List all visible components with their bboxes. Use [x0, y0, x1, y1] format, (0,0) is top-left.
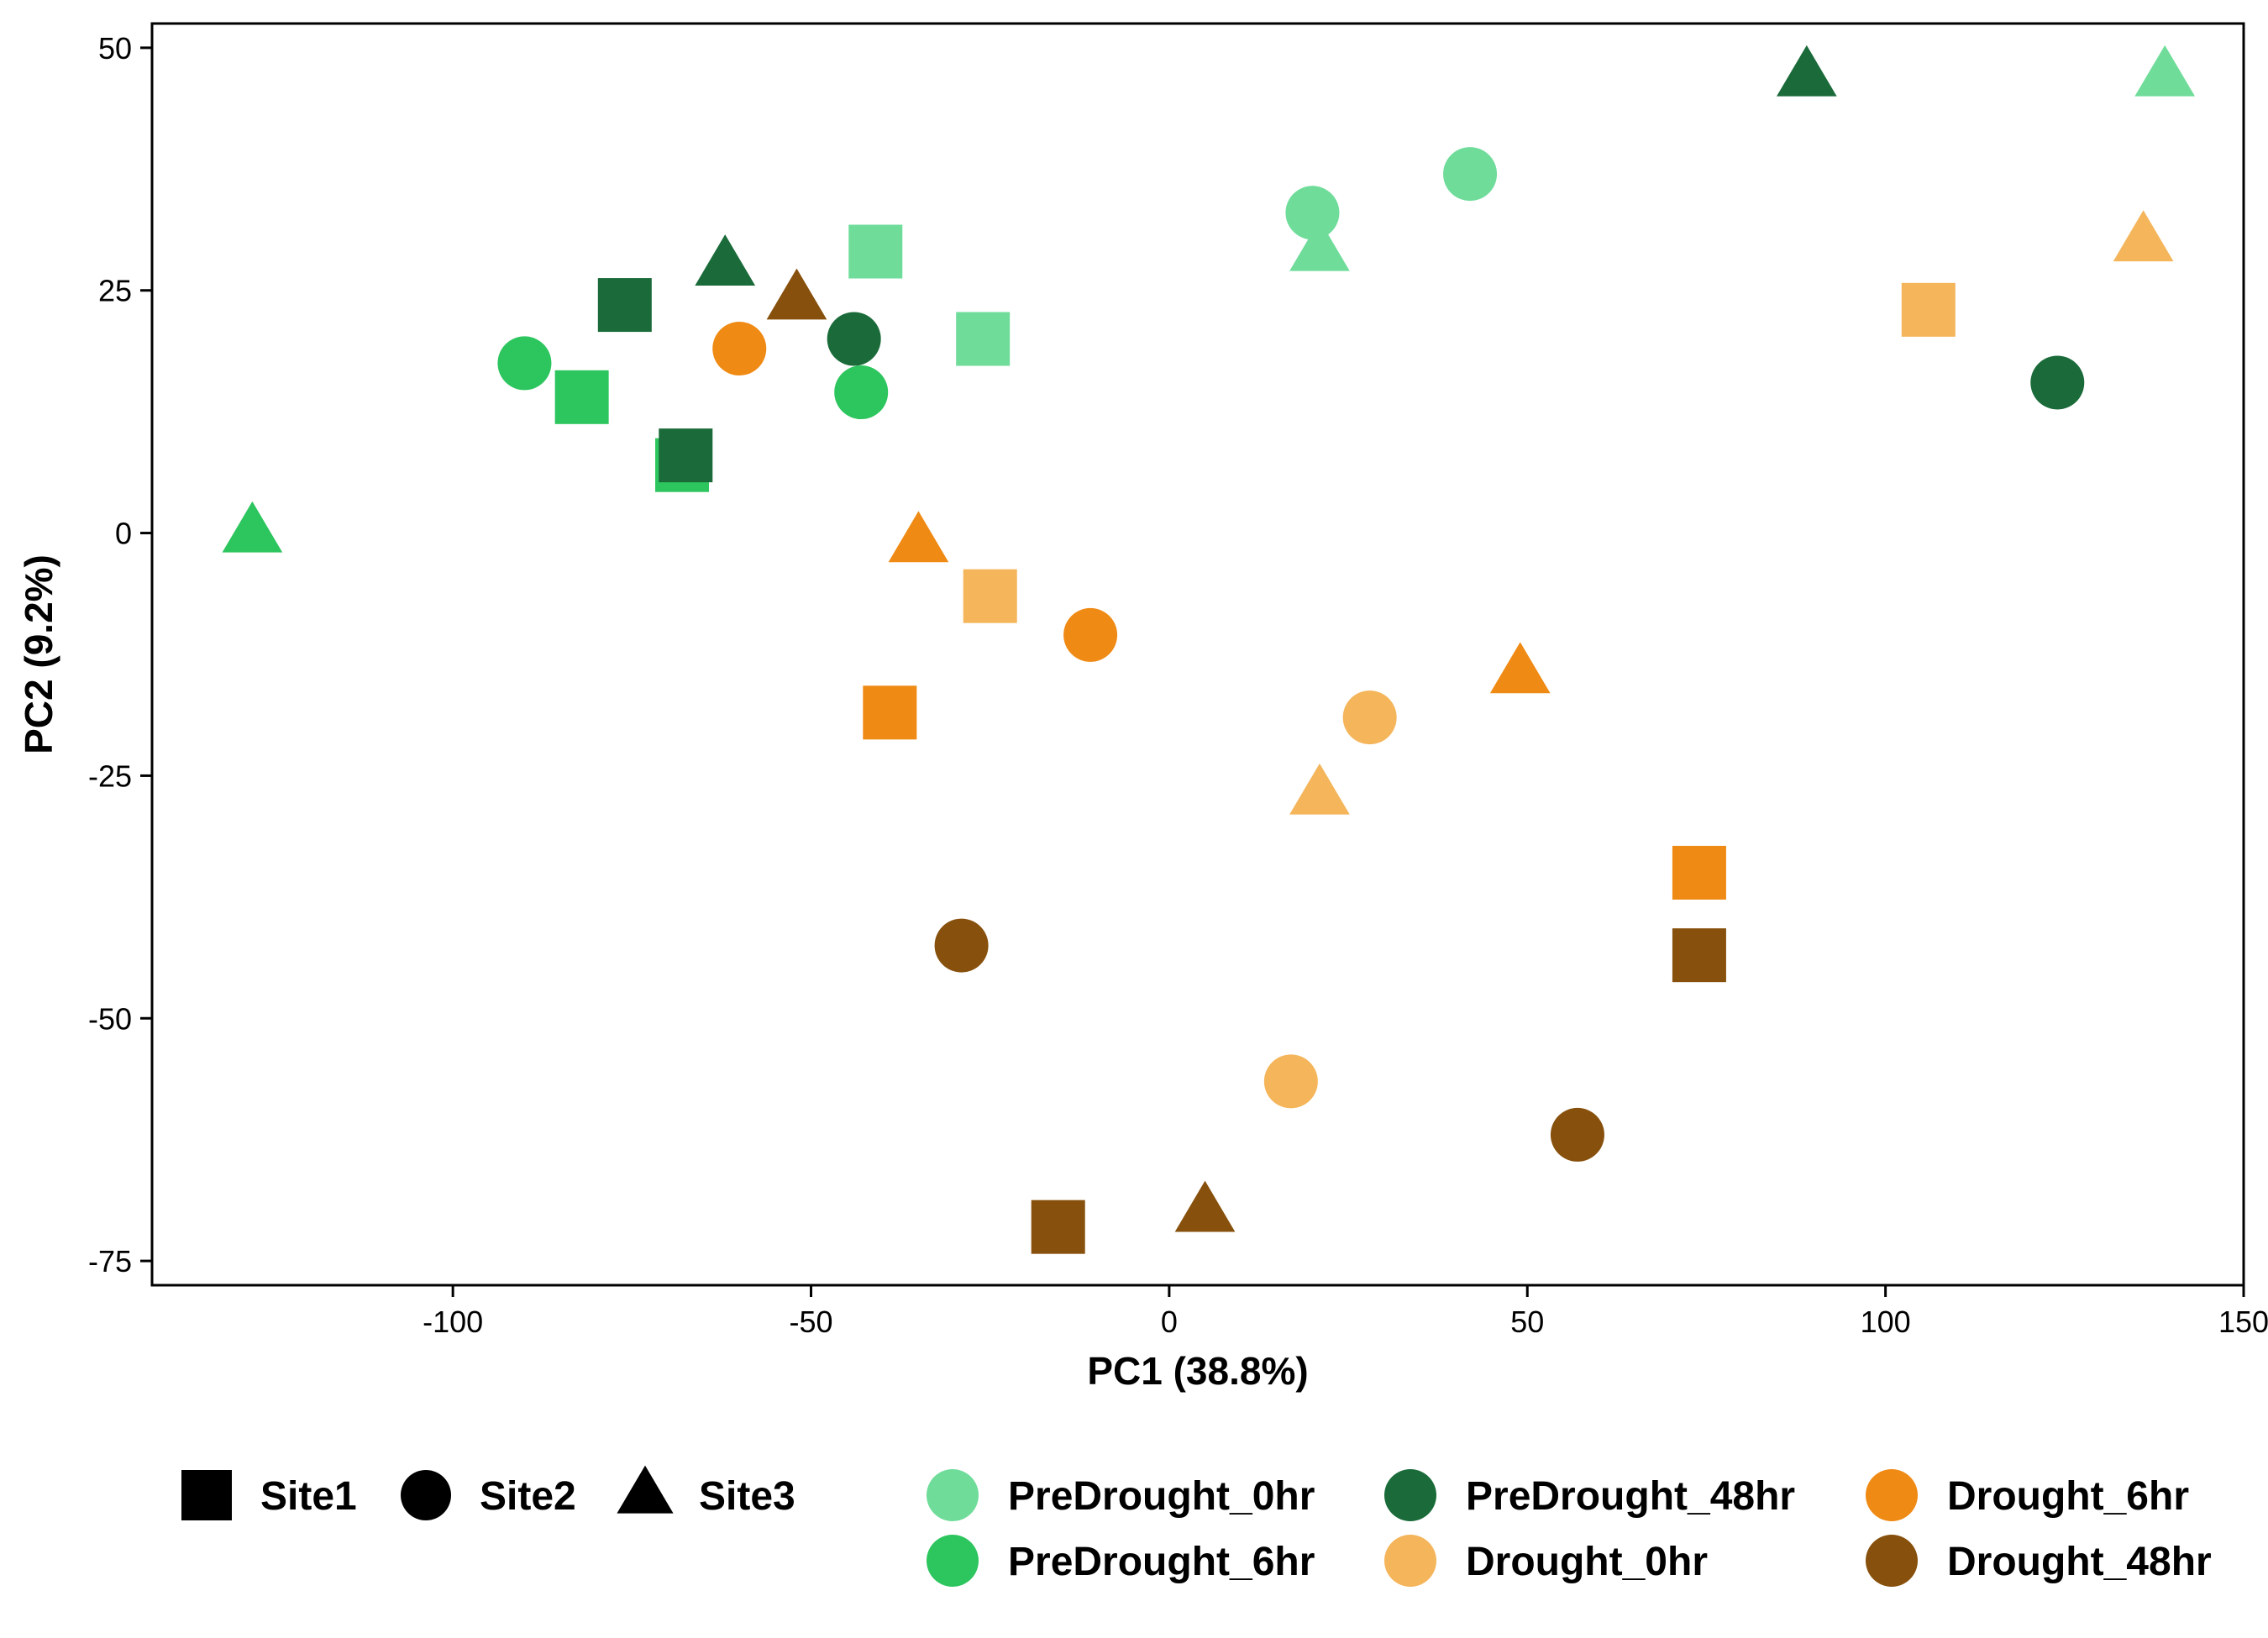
data-point — [497, 336, 552, 391]
y-tick-label: -25 — [88, 759, 132, 793]
plot-panel — [150, 22, 2245, 1287]
data-point — [695, 234, 756, 286]
data-point — [1443, 147, 1498, 202]
data-point — [956, 312, 1011, 366]
x-axis-title: PC1 (38.8%) — [1087, 1349, 1308, 1393]
legend-group-label: Drought_6hr — [1947, 1474, 2189, 1519]
legend-color-swatch — [927, 1469, 979, 1521]
legend-group-label: Drought_48hr — [1947, 1540, 2212, 1584]
data-point — [1289, 763, 1350, 815]
data-point — [2030, 355, 2085, 410]
legend-site-label: Site1 — [260, 1474, 357, 1519]
data-point — [934, 918, 989, 973]
data-point — [1672, 928, 1726, 983]
x-tick-label: 0 — [1161, 1305, 1178, 1339]
legend-color-swatch — [1866, 1535, 1918, 1587]
legend-shape-circle — [401, 1470, 451, 1520]
data-point — [712, 322, 767, 376]
y-tick-label: -75 — [88, 1244, 132, 1278]
data-point — [2134, 45, 2196, 97]
x-tick-label: -50 — [790, 1305, 833, 1339]
legend-color-swatch — [927, 1535, 979, 1587]
data-point — [1550, 1107, 1604, 1162]
y-tick-label: 0 — [115, 517, 132, 551]
legend-group-label: PreDrought_0hr — [1008, 1474, 1315, 1519]
data-point — [1489, 642, 1551, 694]
legend-site-label: Site2 — [480, 1474, 576, 1519]
data-point — [1901, 282, 1956, 337]
y-axis-title: PC2 (9.2%) — [17, 554, 60, 754]
data-point — [1174, 1180, 1236, 1232]
y-tick-label: -50 — [88, 1001, 132, 1036]
data-point — [2113, 210, 2174, 262]
data-point — [888, 511, 949, 563]
data-point — [1285, 186, 1340, 240]
legend-group-label: Drought_0hr — [1466, 1540, 1708, 1584]
data-point — [834, 365, 889, 420]
x-axis: -100 -50 0 50 100 150 — [423, 1285, 2268, 1339]
data-point — [554, 370, 609, 424]
data-point — [963, 569, 1017, 623]
legend: Site1 Site2 Site3 PreDrought_0hr PreDrought_… — [181, 1465, 2212, 1587]
data-point — [1289, 219, 1350, 271]
x-tick-label: 100 — [1861, 1305, 1911, 1339]
data-point — [1342, 690, 1397, 745]
data-point — [1263, 1054, 1318, 1109]
legend-color-swatch — [1384, 1535, 1436, 1587]
data-point — [1776, 45, 1837, 97]
legend-color-swatch — [1384, 1469, 1436, 1521]
points-layer — [222, 45, 2196, 1254]
legend-color-swatch — [1866, 1469, 1918, 1521]
data-point — [1672, 845, 1726, 900]
legend-group-label: PreDrought_48hr — [1466, 1474, 1795, 1519]
data-point — [1063, 607, 1118, 662]
legend-shape-triangle — [617, 1465, 674, 1514]
legend-site-label: Site3 — [699, 1474, 795, 1519]
y-axis: 50 25 0 -25 -50 -75 — [88, 31, 152, 1278]
legend-group-label: PreDrought_6hr — [1008, 1540, 1315, 1584]
data-point — [597, 278, 652, 333]
data-point — [848, 224, 903, 279]
data-point — [766, 268, 827, 320]
y-tick-label: 50 — [98, 31, 132, 66]
x-tick-label: 150 — [2218, 1305, 2268, 1339]
data-point — [827, 312, 881, 366]
x-tick-label: 50 — [1510, 1305, 1544, 1339]
data-point — [222, 501, 283, 553]
y-tick-label: 25 — [98, 274, 132, 308]
legend-shape-square — [181, 1470, 232, 1520]
data-point — [1031, 1200, 1085, 1254]
x-tick-label: -100 — [423, 1305, 483, 1339]
data-point — [659, 428, 713, 483]
data-point — [863, 685, 917, 740]
